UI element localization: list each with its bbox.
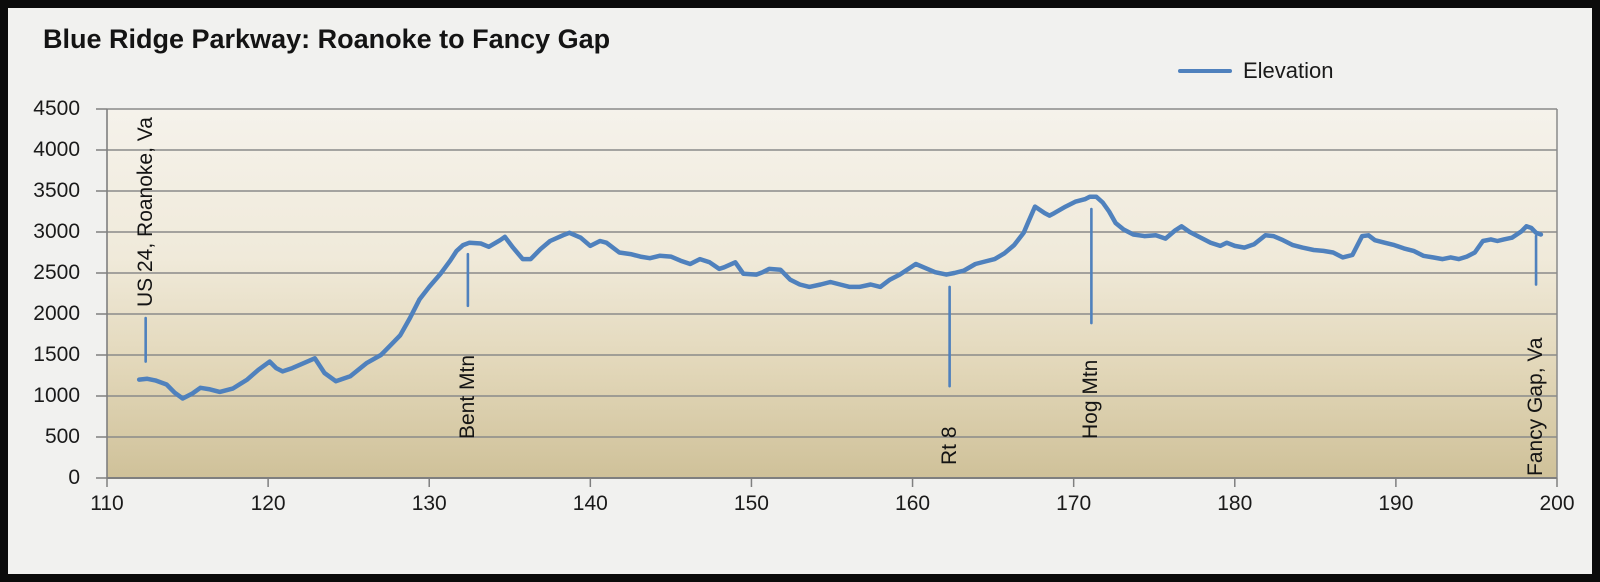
annotation-label: Hog Mtn xyxy=(1079,359,1103,439)
legend-label: Elevation xyxy=(1243,58,1334,83)
x-axis-tick-label: 140 xyxy=(572,492,608,515)
y-axis-tick-label: 2500 xyxy=(33,261,80,284)
y-axis-tick-label: 1500 xyxy=(33,343,80,366)
plot-area xyxy=(107,109,1557,478)
x-axis-tick-label: 180 xyxy=(1217,492,1253,515)
annotation-label: Fancy Gap, Va xyxy=(1524,337,1548,477)
y-axis-tick-label: 4500 xyxy=(33,97,80,120)
elevation-line xyxy=(136,194,1544,401)
x-axis-tick-label: 150 xyxy=(733,492,769,515)
y-axis-tick-label: 3000 xyxy=(33,220,80,243)
y-axis-tick-label: 0 xyxy=(68,466,80,489)
x-axis-tick-label: 120 xyxy=(250,492,286,515)
x-axis-tick-label: 200 xyxy=(1539,492,1575,515)
x-axis-tick-label: 190 xyxy=(1378,492,1414,515)
y-axis-tick-label: 3500 xyxy=(33,179,80,202)
legend-line-swatch xyxy=(1178,69,1232,73)
y-axis-tick-label: 4000 xyxy=(33,138,80,161)
annotation-label: Bent Mtn xyxy=(455,354,479,439)
x-axis-tick-label: 130 xyxy=(411,492,447,515)
annotation-label: Rt 8 xyxy=(937,426,961,465)
y-axis-tick-label: 1000 xyxy=(33,384,80,407)
y-axis-tick-label: 2000 xyxy=(33,302,80,325)
x-axis-tick-label: 110 xyxy=(90,492,124,515)
x-axis-tick-label: 170 xyxy=(1056,492,1092,515)
legend: Elevation xyxy=(1178,58,1334,84)
chart-title: Blue Ridge Parkway: Roanoke to Fancy Gap xyxy=(43,24,611,54)
y-axis-tick-label: 500 xyxy=(44,425,80,448)
x-axis-tick-label: 160 xyxy=(895,492,931,515)
annotation-label: US 24, Roanoke, Va xyxy=(133,117,157,308)
